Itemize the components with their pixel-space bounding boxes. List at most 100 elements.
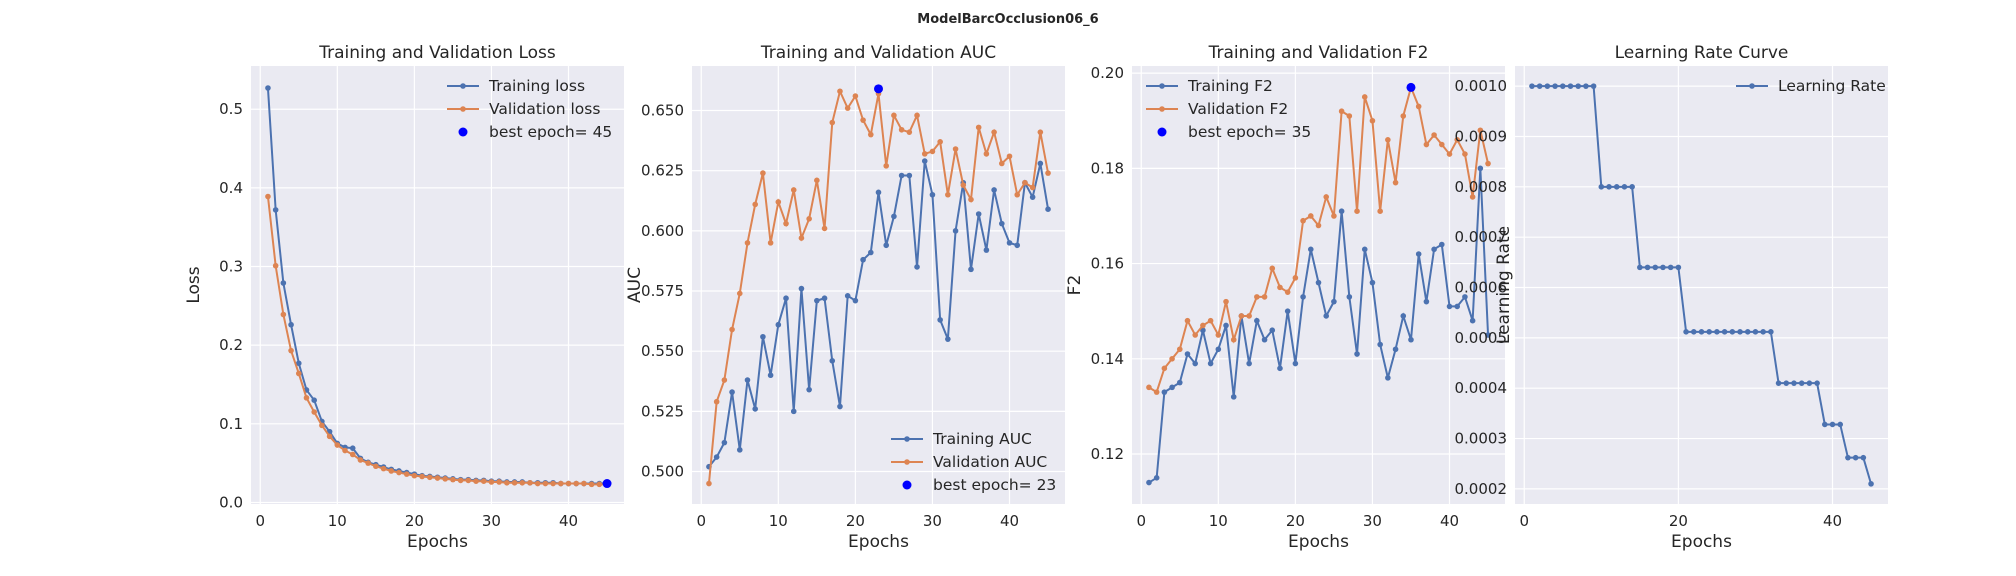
plot-area — [1515, 66, 1888, 504]
series-1-point — [1660, 264, 1666, 271]
series-1-point — [1246, 360, 1252, 367]
series-2-point — [767, 240, 774, 246]
series-2-point — [519, 479, 526, 486]
series-2-point — [511, 479, 518, 486]
x-tick-label: 20 — [846, 512, 865, 530]
series-2-point — [596, 481, 603, 488]
series-2-point — [1307, 213, 1314, 219]
legend-marker — [904, 436, 910, 442]
series-2-point — [334, 442, 341, 448]
series-2-point — [744, 240, 751, 246]
legend-marker — [460, 83, 466, 89]
series-2-point — [380, 465, 387, 472]
series-1-point — [1690, 329, 1697, 335]
series-1-point — [1029, 194, 1036, 200]
series-2-point — [588, 481, 595, 488]
series-1-point — [1207, 360, 1214, 367]
series-1-point — [929, 191, 936, 198]
legend-marker — [460, 106, 466, 112]
series-1-point — [1331, 298, 1337, 305]
series-2-point — [1277, 284, 1283, 291]
y-tick-label: 0.0006 — [1455, 279, 1508, 297]
series-1-point — [288, 321, 294, 328]
legend-label: Training F2 — [1187, 77, 1273, 95]
series-2-point — [906, 129, 913, 135]
series-1-point — [898, 172, 905, 179]
series-1-point — [829, 358, 836, 364]
series-2-point — [527, 479, 533, 486]
y-tick-label: 0.0010 — [1455, 77, 1508, 95]
series-1-point — [1462, 294, 1468, 300]
legend-label: Validation F2 — [1188, 100, 1288, 118]
series-2-point — [573, 480, 580, 487]
series-2-point — [844, 105, 851, 111]
series-1-point — [1284, 308, 1291, 314]
series-1-point — [1768, 329, 1774, 335]
x-tick-label: 10 — [328, 512, 347, 530]
series-2-point — [496, 479, 502, 485]
series-1-point — [1637, 264, 1643, 271]
legend-item: Learning Rate — [1736, 77, 1886, 95]
series-1-point — [1852, 454, 1859, 461]
series-1-point — [1346, 294, 1353, 300]
series-1-point — [952, 228, 959, 234]
series-2-point — [396, 469, 402, 476]
series-1-point — [1621, 184, 1628, 190]
series-1-point — [1760, 329, 1766, 335]
series-2-point — [1400, 113, 1407, 119]
chart-title: Training and Validation F2 — [1208, 43, 1429, 63]
series-1-point — [1644, 264, 1651, 271]
series-1-point — [1423, 298, 1430, 305]
series-2-point — [891, 112, 897, 119]
series-2-point — [790, 187, 797, 193]
series-1-point — [1385, 375, 1391, 381]
series-2-point — [295, 370, 302, 377]
legend-label: best epoch= 35 — [1188, 123, 1311, 141]
series-1-point — [1254, 317, 1260, 324]
series-2-point — [473, 478, 479, 484]
series-2-point — [1354, 208, 1360, 215]
series-1-point — [1006, 240, 1013, 246]
series-1-point — [1439, 241, 1445, 248]
series-2-point — [821, 225, 828, 232]
series-1-point — [1146, 479, 1152, 486]
legend-marker — [1159, 83, 1165, 89]
series-1-point — [1652, 264, 1659, 271]
series-2-point — [1045, 170, 1051, 176]
legend-marker — [1159, 106, 1165, 112]
legend-label: Learning Rate — [1778, 77, 1886, 95]
series-1-point — [1014, 242, 1021, 249]
x-tick-label: 10 — [769, 512, 788, 530]
best-epoch-marker — [1406, 82, 1416, 92]
series-1-point — [1544, 83, 1551, 89]
series-2-point — [898, 126, 905, 133]
legend-marker — [1749, 83, 1755, 89]
series-2-point — [411, 472, 418, 479]
y-tick-label: 0.0007 — [1455, 228, 1508, 246]
y-tick-label: 0.625 — [641, 162, 684, 180]
series-1-point — [1583, 83, 1589, 89]
series-2-point — [1377, 208, 1383, 215]
series-2-point — [1022, 179, 1028, 186]
series-2-point — [1238, 313, 1245, 319]
legend-item: Training loss — [447, 77, 585, 95]
series-2-point — [760, 170, 766, 176]
legend-label: best epoch= 23 — [933, 476, 1056, 494]
y-tick-label: 0.575 — [641, 282, 684, 300]
series-1-point — [1552, 83, 1558, 89]
chart-panel-1: 0 10 20 30 40 0.0 0.1 0.2 0.3 0.4 0.5 Training and … — [184, 43, 624, 552]
series-2-point — [1431, 132, 1437, 138]
legend: Learning Rate — [1736, 77, 1886, 95]
series-2-point — [565, 480, 572, 487]
series-2-point — [1462, 151, 1468, 157]
legend-label: Training AUC — [932, 430, 1032, 448]
series-2-point — [783, 220, 789, 227]
series-1-point — [1323, 313, 1330, 319]
series-2-point — [1269, 265, 1276, 272]
chart-panel-4: 0 20 40 0.0002 0.0003 0.0004 0.0005 0.0006 0.000… — [1455, 43, 1888, 552]
series-1-point — [1045, 206, 1051, 212]
series-2-point — [357, 457, 364, 463]
series-2-point — [442, 476, 449, 482]
series-2-point — [1246, 313, 1252, 319]
series-2-point — [1392, 179, 1399, 186]
